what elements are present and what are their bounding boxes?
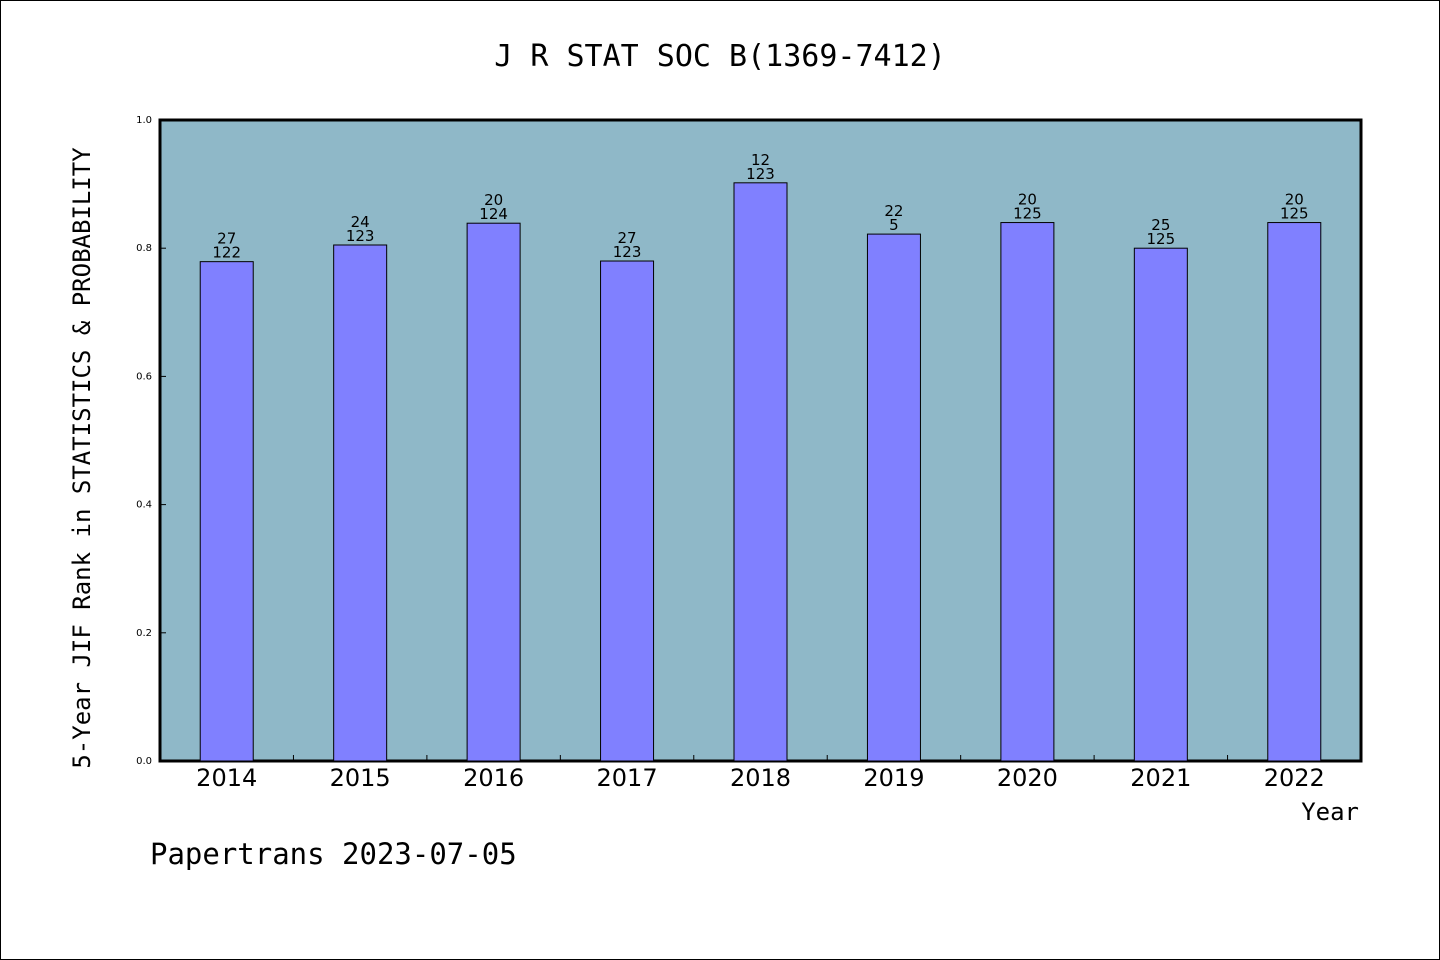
- y-tick-label: 0.6: [136, 371, 152, 382]
- bar-2017: [600, 260, 655, 762]
- x-axis-label: Year: [1301, 798, 1359, 826]
- bar-2020: [1000, 222, 1055, 762]
- x-tick-label: 2014: [196, 764, 257, 792]
- x-tick-label: 2018: [730, 764, 791, 792]
- bar-label-total: 123: [346, 227, 375, 245]
- bar-2015: [333, 244, 388, 762]
- bar-label-total: 125: [1280, 205, 1309, 223]
- bar-label-rank: 20: [484, 191, 503, 209]
- y-axis-label: 5-Year JIF Rank in STATISTICS & PROBABIL…: [68, 147, 96, 769]
- x-tick-label: 2020: [997, 764, 1058, 792]
- x-tick-label: 2021: [1130, 764, 1191, 792]
- bar-label-total: 122: [212, 244, 241, 262]
- y-tick-label: 0.8: [136, 243, 152, 254]
- bar-label-total: 125: [1013, 205, 1042, 223]
- bar-2014: [199, 261, 254, 762]
- y-tick-label: 0.4: [136, 500, 152, 511]
- y-tick-label: 0.2: [136, 628, 152, 639]
- chart-title: J R STAT SOC B(1369-7412): [494, 39, 946, 74]
- bar-label-rank: 25: [1151, 216, 1170, 234]
- bar-label-rank: 22: [884, 202, 903, 220]
- bar-label-total: 123: [613, 243, 642, 261]
- x-tick-label: 2016: [463, 764, 524, 792]
- bar-label-rank: 20: [1285, 191, 1304, 209]
- y-axis: 0.0 0.2 0.4 0.6 0.8 1.0: [136, 115, 166, 767]
- bar-2018: [733, 182, 788, 762]
- bar-label-total: 5: [889, 216, 899, 234]
- bar-label-rank: 24: [351, 213, 370, 231]
- bars-group: 2712224123201242712312123225201252512520…: [199, 151, 1322, 762]
- footer-text: Papertrans 2023-07-05: [150, 837, 517, 871]
- bar-label-rank: 12: [751, 151, 770, 169]
- bar-2019: [866, 233, 921, 762]
- bar-label-rank: 27: [217, 230, 236, 248]
- y-tick-label: 1.0: [136, 115, 152, 126]
- y-tick-label: 0.0: [136, 756, 152, 767]
- x-axis: 2014 2015 2016 2017 2018 2019 2020 2021 2022: [196, 755, 1325, 792]
- x-tick-label: 2017: [597, 764, 658, 792]
- x-tick-label: 2015: [330, 764, 391, 792]
- bar-label-total: 123: [746, 165, 775, 183]
- bar-label-total: 125: [1147, 230, 1176, 248]
- bar-label-rank: 20: [1018, 191, 1037, 209]
- x-tick-label: 2019: [863, 764, 924, 792]
- bar-2016: [466, 222, 521, 762]
- bar-label-rank: 27: [618, 229, 637, 247]
- bar-2021: [1133, 247, 1188, 762]
- bar-label-total: 124: [479, 205, 508, 223]
- bar-2022: [1267, 222, 1322, 762]
- x-tick-label: 2022: [1264, 764, 1325, 792]
